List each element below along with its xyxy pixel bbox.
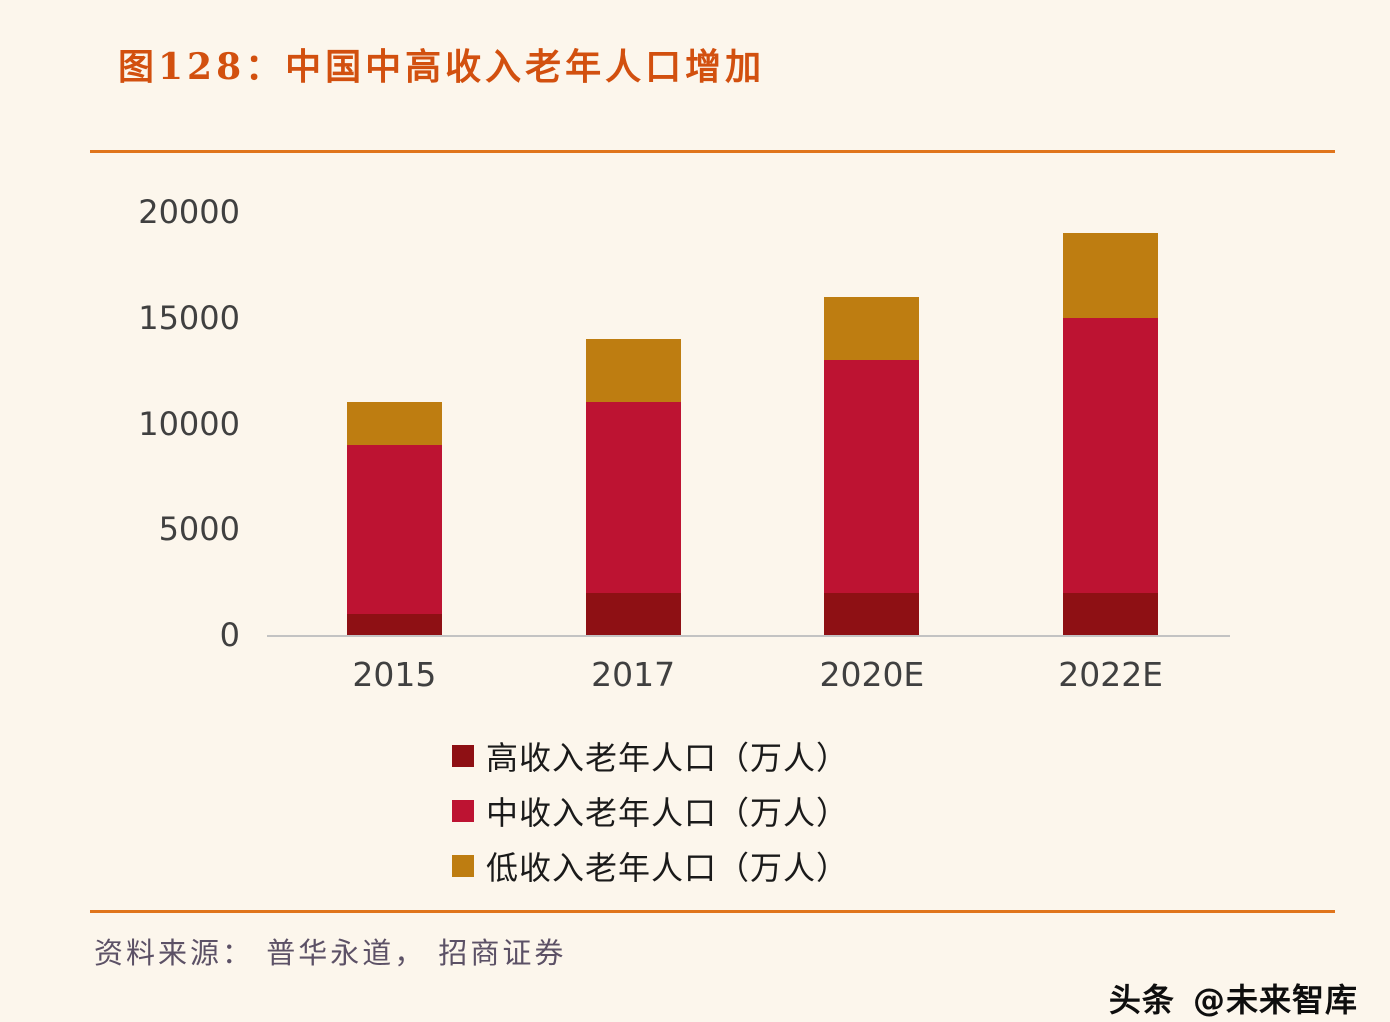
x-tick-label: 2022E bbox=[1058, 655, 1164, 694]
bar-2020E bbox=[824, 212, 920, 635]
watermark: 头条 @未来智库 bbox=[1103, 975, 1358, 1021]
source-note: 资料来源： 普华永道， 招商证券 bbox=[94, 936, 567, 970]
legend-label: 高收入老年人口（万人） bbox=[486, 739, 850, 777]
x-tick-label: 2020E bbox=[819, 655, 925, 694]
bar-segment bbox=[346, 613, 442, 635]
bar-segment bbox=[585, 338, 681, 403]
legend-label: 低收入老年人口（万人） bbox=[486, 849, 850, 887]
bar-2017 bbox=[585, 212, 681, 635]
bars bbox=[275, 212, 1230, 635]
y-tick-label: 10000 bbox=[138, 404, 240, 443]
legend-item: 低收入老年人口（万人） bbox=[452, 843, 849, 889]
bar-2022E bbox=[1063, 212, 1159, 635]
bar-segment bbox=[585, 592, 681, 635]
bar-segment bbox=[585, 402, 681, 593]
legend-label: 中收入老年人口（万人） bbox=[486, 794, 850, 832]
x-tick-label: 2015 bbox=[352, 655, 437, 694]
bar-segment bbox=[1063, 592, 1159, 635]
figure-title: 图128：中国中高收入老年人口增加 bbox=[118, 46, 766, 88]
bar-segment bbox=[1063, 317, 1159, 593]
bar-2015 bbox=[346, 212, 442, 635]
y-axis-labels: 0 5000 10000 15000 20000 bbox=[0, 196, 240, 651]
legend-swatch-icon bbox=[452, 745, 474, 767]
bottom-divider bbox=[90, 910, 1335, 913]
legend: 高收入老年人口（万人） 中收入老年人口（万人） 低收入老年人口（万人） bbox=[452, 733, 849, 889]
x-tick-label: 2017 bbox=[591, 655, 676, 694]
x-axis-line bbox=[267, 635, 1230, 637]
bar-segment bbox=[824, 360, 920, 593]
y-tick-label: 0 bbox=[219, 616, 240, 654]
legend-swatch-icon bbox=[452, 800, 474, 822]
y-tick-label: 20000 bbox=[138, 193, 240, 231]
bar-segment bbox=[346, 444, 442, 614]
legend-item: 中收入老年人口（万人） bbox=[452, 788, 849, 834]
legend-swatch-icon bbox=[452, 855, 474, 877]
watermark-handle: @未来智库 bbox=[1192, 981, 1358, 1019]
y-tick-label: 15000 bbox=[138, 298, 240, 337]
plot-area bbox=[267, 212, 1230, 637]
bar-segment bbox=[824, 296, 920, 361]
x-axis-labels: 2015 2017 2020E 2022E bbox=[275, 655, 1230, 694]
bar-segment bbox=[346, 402, 442, 445]
top-divider bbox=[90, 150, 1335, 153]
watermark-brand: 头条 bbox=[1108, 981, 1175, 1019]
y-tick-label: 5000 bbox=[158, 510, 240, 549]
bar-segment bbox=[824, 592, 920, 635]
legend-item: 高收入老年人口（万人） bbox=[452, 733, 849, 779]
bar-segment bbox=[1063, 233, 1159, 318]
